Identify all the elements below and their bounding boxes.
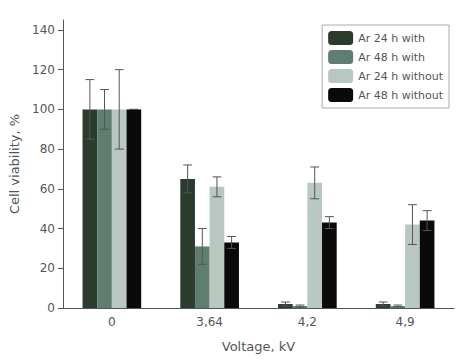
svg-text:0: 0 [47,301,55,315]
svg-text:3,64: 3,64 [196,315,223,329]
svg-text:Voltage, kV: Voltage, kV [222,339,296,354]
svg-text:100: 100 [32,102,55,116]
svg-text:120: 120 [32,63,55,77]
svg-text:Cell viability, %: Cell viability, % [7,114,22,214]
svg-text:80: 80 [40,142,55,156]
svg-text:Ar 48 h without: Ar 48 h without [358,89,444,102]
svg-text:0: 0 [108,315,116,329]
svg-text:4,2: 4,2 [298,315,317,329]
svg-text:140: 140 [32,23,55,37]
svg-text:Ar 24 h with: Ar 24 h with [358,32,425,45]
svg-text:40: 40 [40,222,55,236]
svg-text:4,9: 4,9 [396,315,415,329]
svg-text:20: 20 [40,261,55,275]
svg-text:Ar 48 h with: Ar 48 h with [358,51,425,64]
svg-text:60: 60 [40,182,55,196]
svg-text:Ar 24 h without: Ar 24 h without [358,70,444,83]
